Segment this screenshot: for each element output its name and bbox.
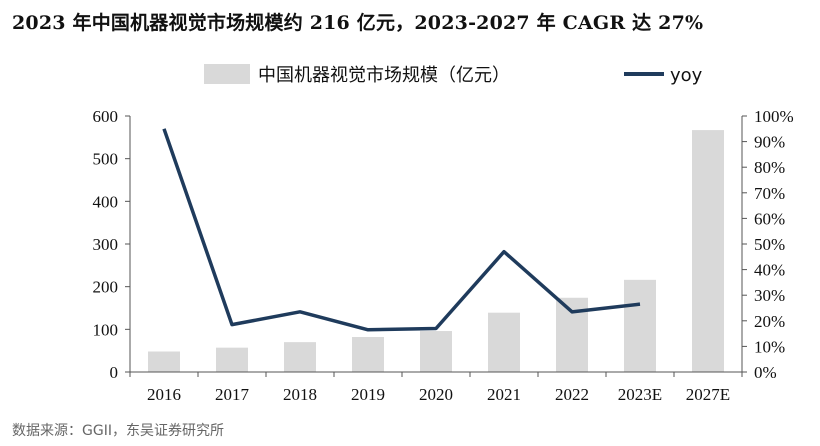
bar-2021 — [488, 312, 520, 372]
source-note: 数据来源：GGII，东吴证券研究所 — [12, 423, 224, 439]
bar-2018 — [284, 342, 316, 372]
right-tick-label: 100% — [754, 107, 794, 126]
yoy-line-series — [162, 128, 641, 332]
right-tick-label: 50% — [754, 235, 785, 254]
bar-2019 — [352, 337, 384, 372]
legend-label-bar: 中国机器视觉市场规模（亿元） — [258, 65, 510, 86]
right-tick-label: 20% — [754, 312, 785, 331]
right-tick-label: 30% — [754, 286, 785, 305]
bar-2020 — [420, 331, 452, 372]
x-tick-label: 2021 — [487, 385, 521, 404]
right-tick-label: 0% — [754, 363, 777, 382]
x-tick-label: 2017 — [215, 385, 250, 404]
x-tick-label: 2016 — [147, 385, 181, 404]
bar-series — [148, 130, 724, 372]
tick-labels: 0 100 200 300 400 500 600 0% 10% 20% 30% 40% 50% 60% 7… — [93, 107, 794, 404]
x-tick-label: 2019 — [351, 385, 385, 404]
left-tick-label: 100 — [93, 320, 119, 339]
x-tick-label: 2022 — [555, 385, 589, 404]
right-tick-label: 40% — [754, 261, 785, 280]
left-tick-label: 0 — [110, 363, 119, 382]
right-tick-label: 60% — [754, 209, 785, 228]
left-tick-label: 600 — [93, 107, 119, 126]
chart-title: 2023 年中国机器视觉市场规模约 216 亿元，2023-2027 年 CAG… — [12, 12, 704, 34]
legend-swatch-bar — [204, 64, 250, 84]
right-tick-label: 70% — [754, 184, 785, 203]
legend: 中国机器视觉市场规模（亿元） yoy — [204, 64, 703, 86]
left-tick-label: 400 — [93, 192, 119, 211]
left-tick-label: 300 — [93, 235, 119, 254]
right-tick-label: 90% — [754, 133, 785, 152]
x-tick-label: 2020 — [419, 385, 453, 404]
yoy-line — [162, 128, 641, 332]
right-tick-label: 80% — [754, 158, 785, 177]
legend-label-line: yoy — [670, 65, 703, 86]
bar-2023E — [624, 279, 656, 372]
bar-2016 — [148, 351, 180, 372]
bar-2017 — [216, 347, 248, 372]
left-tick-label: 200 — [93, 278, 119, 297]
left-tick-label: 500 — [93, 150, 119, 169]
axes — [125, 115, 747, 377]
x-tick-label: 2018 — [283, 385, 317, 404]
right-tick-label: 10% — [754, 337, 785, 356]
x-tick-label: 2023E — [618, 385, 662, 404]
bar-2027E — [692, 130, 724, 372]
x-tick-label: 2027E — [686, 385, 730, 404]
